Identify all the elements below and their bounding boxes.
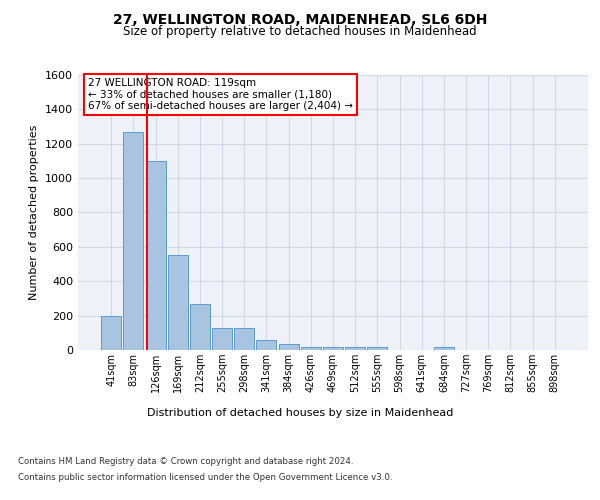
Text: Contains HM Land Registry data © Crown copyright and database right 2024.: Contains HM Land Registry data © Crown c… (18, 458, 353, 466)
Bar (256, 340, 277, 350)
Y-axis label: Number of detached properties: Number of detached properties (29, 125, 40, 300)
Bar (146, 161, 166, 350)
Bar (367, 348, 388, 350)
Bar (434, 346, 454, 350)
Bar (101, 316, 121, 350)
Bar (124, 132, 143, 350)
Text: Distribution of detached houses by size in Maidenhead: Distribution of detached houses by size … (147, 408, 453, 418)
Text: Size of property relative to detached houses in Maidenhead: Size of property relative to detached ho… (123, 25, 477, 38)
Bar (345, 348, 365, 350)
Bar (278, 344, 299, 350)
Bar (168, 254, 188, 350)
Bar (234, 328, 254, 350)
Bar (190, 304, 210, 350)
Text: 27 WELLINGTON ROAD: 119sqm
← 33% of detached houses are smaller (1,180)
67% of s: 27 WELLINGTON ROAD: 119sqm ← 33% of deta… (88, 78, 353, 111)
Text: Contains public sector information licensed under the Open Government Licence v3: Contains public sector information licen… (18, 472, 392, 482)
Bar (301, 346, 321, 350)
Bar (323, 348, 343, 350)
Bar (212, 328, 232, 350)
Text: 27, WELLINGTON ROAD, MAIDENHEAD, SL6 6DH: 27, WELLINGTON ROAD, MAIDENHEAD, SL6 6DH (113, 12, 487, 26)
